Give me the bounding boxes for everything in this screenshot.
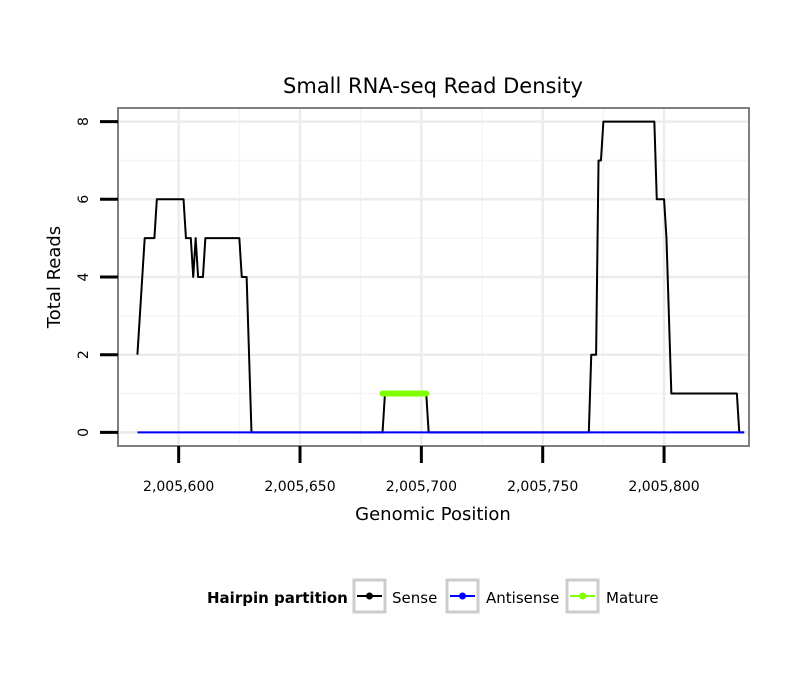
y-tick-label: 6 xyxy=(76,195,92,204)
legend-title: Hairpin partition xyxy=(207,589,348,607)
y-tick-label: 8 xyxy=(76,117,92,126)
y-tick-label: 2 xyxy=(76,350,92,359)
x-tick-label: 2,005,650 xyxy=(264,479,335,495)
legend-label-mature: Mature xyxy=(606,589,659,607)
legend-key-point xyxy=(366,592,373,600)
legend-label-sense: Sense xyxy=(392,589,437,607)
x-axis-label: Genomic Position xyxy=(355,504,511,525)
x-tick-label: 2,005,800 xyxy=(628,479,699,495)
x-tick-label: 2,005,750 xyxy=(507,479,578,495)
x-tick-label: 2,005,700 xyxy=(386,479,457,495)
legend-key-point xyxy=(459,592,466,600)
y-tick-label: 0 xyxy=(76,428,92,437)
legend-key-point xyxy=(579,592,586,600)
x-tick-label: 2,005,600 xyxy=(143,479,214,495)
chart-title: Small RNA-seq Read Density xyxy=(283,74,583,98)
y-tick-label: 4 xyxy=(76,272,92,281)
legend-label-antisense: Antisense xyxy=(486,589,559,607)
y-axis-label: Total Reads xyxy=(44,226,65,329)
